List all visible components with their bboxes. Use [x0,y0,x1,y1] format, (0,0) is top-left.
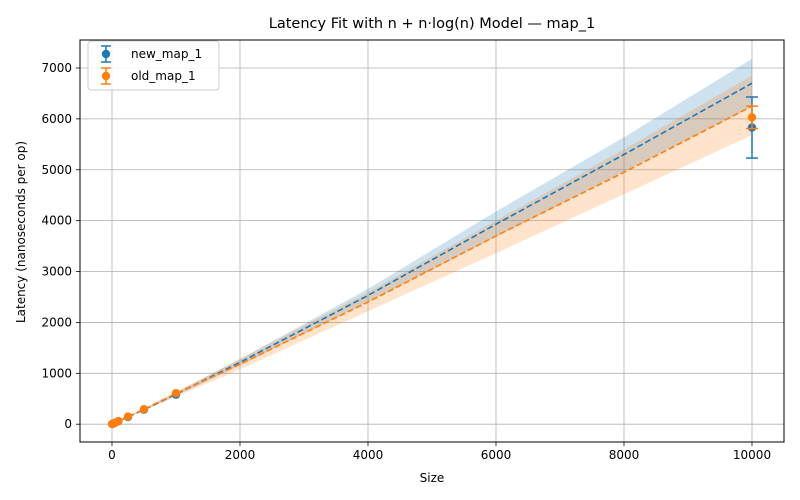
y-tick-label: 4000 [41,214,72,228]
x-tick-label: 4000 [353,448,384,462]
axes-frame [79,39,785,443]
legend-box [87,40,220,91]
data-point-old_map_1 [747,113,757,122]
data-point-old_map_1 [139,404,149,414]
legend-label-old_map_1: old_map_1 [131,69,196,83]
data-point-old_map_1 [114,416,123,426]
y-tick-label: 0 [64,417,72,431]
legend-marker-new_map_1 [101,49,111,59]
y-tick-label: 2000 [41,315,72,329]
chart-title: Latency Fit with n + n·log(n) Model — ma… [269,16,595,32]
y-tick-label: 6000 [41,112,72,126]
x-axis-title: Size [420,471,445,485]
data-point-old_map_1 [171,388,181,398]
x-tick-label: 6000 [481,448,512,462]
x-tick-label: 2000 [225,448,256,462]
plot-area: 0 2000 4000 6000 8000 10000 0 1000 2000 3000 4000 5… [41,39,785,462]
y-tick-label: 3000 [41,265,72,279]
y-tick-label: 5000 [41,163,72,177]
y-tick-label: 1000 [41,366,72,380]
legend-marker-old_map_1 [101,71,111,81]
data-point-old_map_1 [123,412,133,421]
legend-label-new_map_1: new_map_1 [131,47,202,61]
y-axis-title: Latency (nanoseconds per op) [14,141,28,323]
y-tick-label: 7000 [41,61,72,75]
x-tick-label: 10000 [733,448,771,462]
legend: new_map_1 old_map_1 [87,40,220,91]
x-tick-label: 8000 [609,448,640,462]
x-tick-label: 0 [108,448,116,462]
